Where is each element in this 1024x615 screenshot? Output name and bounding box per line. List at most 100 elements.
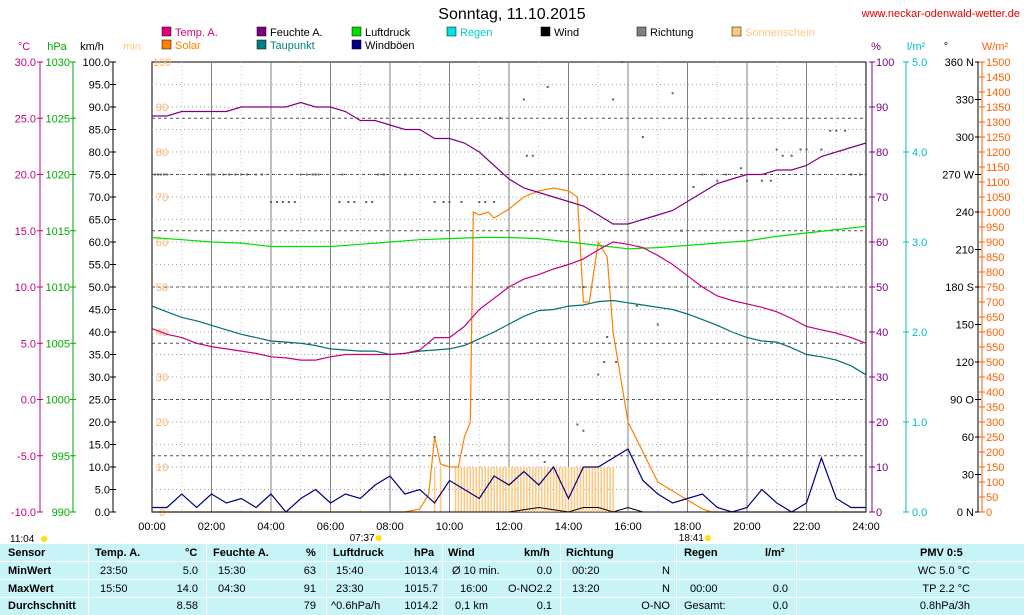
direction-point — [850, 173, 853, 176]
axis-direction-label: 90 O — [950, 395, 974, 407]
direction-point — [740, 167, 743, 170]
direction-point — [799, 148, 802, 151]
legend-swatch — [446, 26, 457, 37]
cell-wind-dir: O-NO — [508, 583, 537, 595]
axis-humidity-label: 50 — [876, 282, 888, 294]
direction-point — [725, 173, 728, 176]
direction-point — [543, 461, 546, 463]
direction-point — [484, 201, 487, 203]
axis-solar-label: 450 — [986, 372, 1004, 384]
cell-temp-time: 23:50 — [100, 565, 128, 577]
cell-wind-distance: 0,1 km — [455, 600, 489, 612]
cell-wind-time: Ø 10 min. — [452, 565, 500, 577]
hdr-pmv: PMV 0:5 — [920, 547, 963, 559]
direction-point — [499, 117, 502, 120]
unit-temp: °C — [18, 41, 30, 53]
cell-rain: 0.0 — [772, 600, 788, 612]
sunrise-marker-dot — [375, 535, 382, 541]
axis-humidity-label: 70 — [876, 192, 888, 204]
site-url[interactable]: www.neckar-odenwald-wetter.de — [861, 8, 1020, 20]
summary-table: Sensor Temp. A. °C Feuchte A. % Luftdruc… — [0, 544, 1024, 615]
axis-sunshine-label: 10 — [156, 462, 168, 474]
axis-temp-label: 15.0 — [15, 226, 36, 238]
direction-point — [270, 201, 272, 203]
cell-press: 1013.4 — [404, 565, 438, 577]
direction-point — [377, 173, 380, 176]
axis-rain-label: 2.0 — [912, 327, 927, 339]
legend-label: Taupunkt — [270, 40, 315, 52]
series-pressure — [151, 225, 867, 250]
axis-solar-label: 1050 — [986, 192, 1010, 204]
axis-rain-label: 3.0 — [912, 237, 927, 249]
axis-rain-label: 1.0 — [912, 417, 927, 429]
direction-point — [281, 201, 284, 203]
axis-sunshine-label: 80 — [156, 147, 168, 159]
axis-solar-label: 1350 — [986, 102, 1010, 114]
direction-point — [261, 173, 264, 176]
hdr-humidity-unit: % — [306, 547, 316, 559]
legend-swatch — [161, 26, 172, 37]
cell-pmv: 0.8hPa/3h — [919, 600, 970, 612]
axis-wind-label: 35.0 — [89, 350, 110, 362]
x-tick-label: 02:00 — [198, 521, 226, 533]
legend-swatch — [256, 39, 267, 50]
direction-point — [829, 129, 832, 132]
axis-temp-label: 25.0 — [15, 113, 36, 125]
axis-direction-label: 30 — [962, 470, 974, 482]
direction-point — [769, 179, 772, 182]
direction-point — [433, 201, 436, 203]
direction-point — [403, 173, 406, 176]
direction-point — [317, 173, 320, 176]
axis-humidity-label: 0 — [876, 507, 882, 519]
direction-point — [442, 201, 445, 203]
direction-point — [805, 148, 808, 151]
axis-wind-label: 60.0 — [89, 237, 110, 249]
axis-humidity-label: 20 — [876, 417, 888, 429]
direction-point — [353, 201, 356, 203]
hdr-wind-unit: km/h — [524, 547, 550, 559]
direction-point — [228, 173, 231, 176]
axis-pressure-label: 1000 — [46, 395, 70, 407]
axis-solar-label: 0 — [986, 507, 992, 519]
unit-sunshine: min — [123, 41, 141, 53]
cell-press: 1015.7 — [404, 583, 438, 595]
axis-rain-label: 4.0 — [912, 147, 927, 159]
direction-point — [680, 229, 683, 232]
legend-label: Feuchte A. — [270, 27, 323, 39]
axis-humidity-label: 40 — [876, 327, 888, 339]
chart-title: Sonntag, 11.10.2015 — [438, 6, 586, 23]
axis-wind-label: 100.0 — [82, 57, 110, 69]
direction-point — [234, 173, 237, 176]
axis-humidity-label: 80 — [876, 147, 888, 159]
axis-solar-label: 600 — [986, 327, 1004, 339]
axis-solar-label: 1500 — [986, 57, 1010, 69]
direction-point — [546, 86, 549, 88]
axis-solar-label: 150 — [986, 462, 1004, 474]
x-tick-label: 04:00 — [257, 521, 285, 533]
direction-point — [347, 201, 350, 203]
cell-temp-time: 15:50 — [100, 583, 128, 595]
legend-swatch — [161, 39, 172, 50]
unit-humidity: % — [871, 41, 881, 53]
cell-press-time: 23:30 — [336, 583, 364, 595]
sunset-marker-dot — [704, 535, 711, 541]
axis-solar-label: 650 — [986, 312, 1004, 324]
axis-temp-label: 5.0 — [21, 338, 36, 350]
row-label-min: MinWert — [8, 565, 52, 577]
axis-solar-label: 850 — [986, 252, 1004, 264]
legend-label: Solar — [175, 40, 201, 52]
cell-pmv: WC 5.0 °C — [917, 565, 970, 577]
direction-point — [165, 173, 168, 176]
axis-solar-label: 700 — [986, 297, 1004, 309]
direction-point — [692, 186, 695, 188]
axis-rain-label: 0.0 — [912, 507, 927, 519]
axis-wind-label: 45.0 — [89, 305, 110, 317]
direction-point — [606, 336, 609, 338]
legend-label: Wind — [554, 27, 579, 39]
direction-point — [493, 201, 496, 203]
axis-direction-label: 240 — [956, 207, 974, 219]
direction-point — [210, 173, 213, 176]
direction-point — [656, 323, 659, 326]
series-solar — [152, 187, 866, 513]
direction-point — [641, 136, 644, 138]
